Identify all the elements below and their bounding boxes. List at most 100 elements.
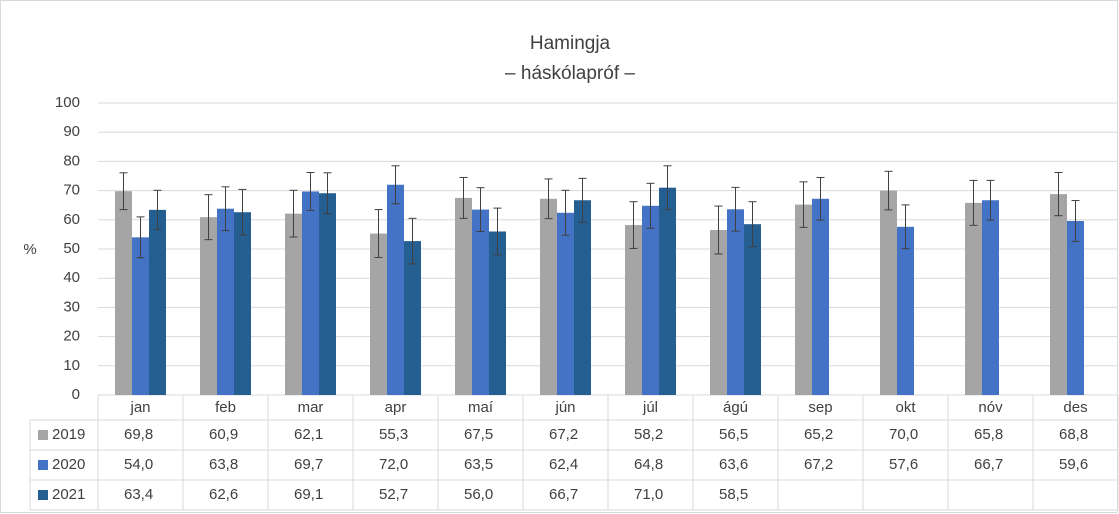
bar bbox=[540, 198, 557, 395]
error-bar bbox=[969, 179, 978, 226]
bar bbox=[642, 205, 659, 395]
error-bar bbox=[799, 181, 808, 228]
bar bbox=[217, 208, 234, 395]
chart-title: Hamingja bbox=[530, 33, 611, 54]
table-value: 62,6 bbox=[209, 486, 238, 503]
table-value: 67,2 bbox=[804, 456, 833, 473]
error-bar bbox=[374, 209, 383, 258]
x-tick-label: ágú bbox=[723, 399, 748, 416]
legend-label: 2020 bbox=[52, 456, 85, 473]
error-bar bbox=[629, 201, 638, 249]
table-value: 68,8 bbox=[1059, 426, 1088, 443]
table-value: 59,6 bbox=[1059, 456, 1088, 473]
bar bbox=[659, 187, 676, 395]
table-value: 66,7 bbox=[974, 456, 1003, 473]
bar bbox=[234, 212, 251, 395]
bar bbox=[132, 237, 149, 395]
error-bar bbox=[544, 178, 553, 220]
x-tick-label: okt bbox=[895, 399, 916, 416]
x-tick-label: sep bbox=[808, 399, 832, 416]
bar bbox=[812, 198, 829, 395]
table-value: 65,2 bbox=[804, 426, 833, 443]
y-tick-label: 60 bbox=[63, 211, 80, 228]
bar bbox=[302, 191, 319, 395]
y-tick-label: 50 bbox=[63, 240, 80, 257]
bar bbox=[387, 184, 404, 395]
table-value: 70,0 bbox=[889, 426, 918, 443]
y-tick-label: 0 bbox=[72, 386, 80, 403]
table-value: 72,0 bbox=[379, 456, 408, 473]
x-tick-label: maí bbox=[468, 399, 494, 416]
error-bar bbox=[663, 165, 672, 211]
error-bar bbox=[306, 171, 315, 211]
bar bbox=[149, 209, 166, 395]
error-bar bbox=[408, 217, 417, 265]
y-tick-label: 80 bbox=[63, 152, 80, 169]
table-value: 62,1 bbox=[294, 426, 323, 443]
y-tick-label: 10 bbox=[63, 357, 80, 374]
bar bbox=[455, 197, 472, 395]
table-value: 56,5 bbox=[719, 426, 748, 443]
error-bar bbox=[289, 189, 298, 238]
y-tick-label: 100 bbox=[55, 94, 80, 111]
table-value: 55,3 bbox=[379, 426, 408, 443]
table-value: 58,5 bbox=[719, 486, 748, 503]
bar bbox=[625, 225, 642, 395]
bar bbox=[897, 226, 914, 395]
bar bbox=[200, 217, 217, 395]
x-tick-label: mar bbox=[298, 399, 324, 416]
error-bar bbox=[901, 204, 910, 250]
bar bbox=[557, 212, 574, 395]
error-bar bbox=[119, 172, 128, 211]
y-axis-label: % bbox=[23, 241, 36, 258]
table-value: 52,7 bbox=[379, 486, 408, 503]
y-tick-label: 30 bbox=[63, 298, 80, 315]
table-value: 71,0 bbox=[634, 486, 663, 503]
bar bbox=[472, 209, 489, 395]
table-value: 63,5 bbox=[464, 456, 493, 473]
table-value: 64,8 bbox=[634, 456, 663, 473]
legend-label: 2021 bbox=[52, 486, 85, 503]
x-tick-label: jún bbox=[554, 399, 575, 416]
error-bar bbox=[731, 186, 740, 232]
table-value: 54,0 bbox=[124, 456, 153, 473]
x-tick-label: jan bbox=[129, 399, 150, 416]
bar bbox=[115, 191, 132, 395]
bar bbox=[982, 200, 999, 395]
error-bar bbox=[136, 216, 145, 259]
table-value: 57,6 bbox=[889, 456, 918, 473]
bar bbox=[880, 190, 897, 395]
error-bar bbox=[1071, 200, 1080, 242]
bar bbox=[744, 224, 761, 395]
error-bar bbox=[714, 205, 723, 255]
table-value: 69,7 bbox=[294, 456, 323, 473]
x-tick-label: des bbox=[1063, 399, 1087, 416]
error-bar bbox=[221, 186, 230, 232]
table-value: 62,4 bbox=[549, 456, 578, 473]
y-tick-label: 40 bbox=[63, 269, 80, 286]
bar bbox=[285, 213, 302, 395]
legend-key bbox=[38, 490, 48, 500]
table-value: 66,7 bbox=[549, 486, 578, 503]
bar bbox=[1050, 194, 1067, 395]
legend-key bbox=[38, 430, 48, 440]
table-value: 58,2 bbox=[634, 426, 663, 443]
bar bbox=[727, 209, 744, 395]
table-value: 63,8 bbox=[209, 456, 238, 473]
error-bar bbox=[816, 176, 825, 221]
error-bar bbox=[578, 177, 587, 223]
error-bar bbox=[646, 182, 655, 229]
error-bar bbox=[884, 170, 893, 211]
error-bar bbox=[493, 207, 502, 256]
table-value: 56,0 bbox=[464, 486, 493, 503]
bar bbox=[489, 231, 506, 395]
chart-subtitle: – háskólapróf – bbox=[505, 63, 635, 84]
legend-label: 2019 bbox=[52, 426, 85, 443]
error-bar bbox=[153, 189, 162, 230]
y-tick-label: 90 bbox=[63, 123, 80, 140]
error-bar bbox=[748, 201, 757, 248]
table-value: 63,4 bbox=[124, 486, 153, 503]
x-tick-label: júl bbox=[642, 399, 658, 416]
